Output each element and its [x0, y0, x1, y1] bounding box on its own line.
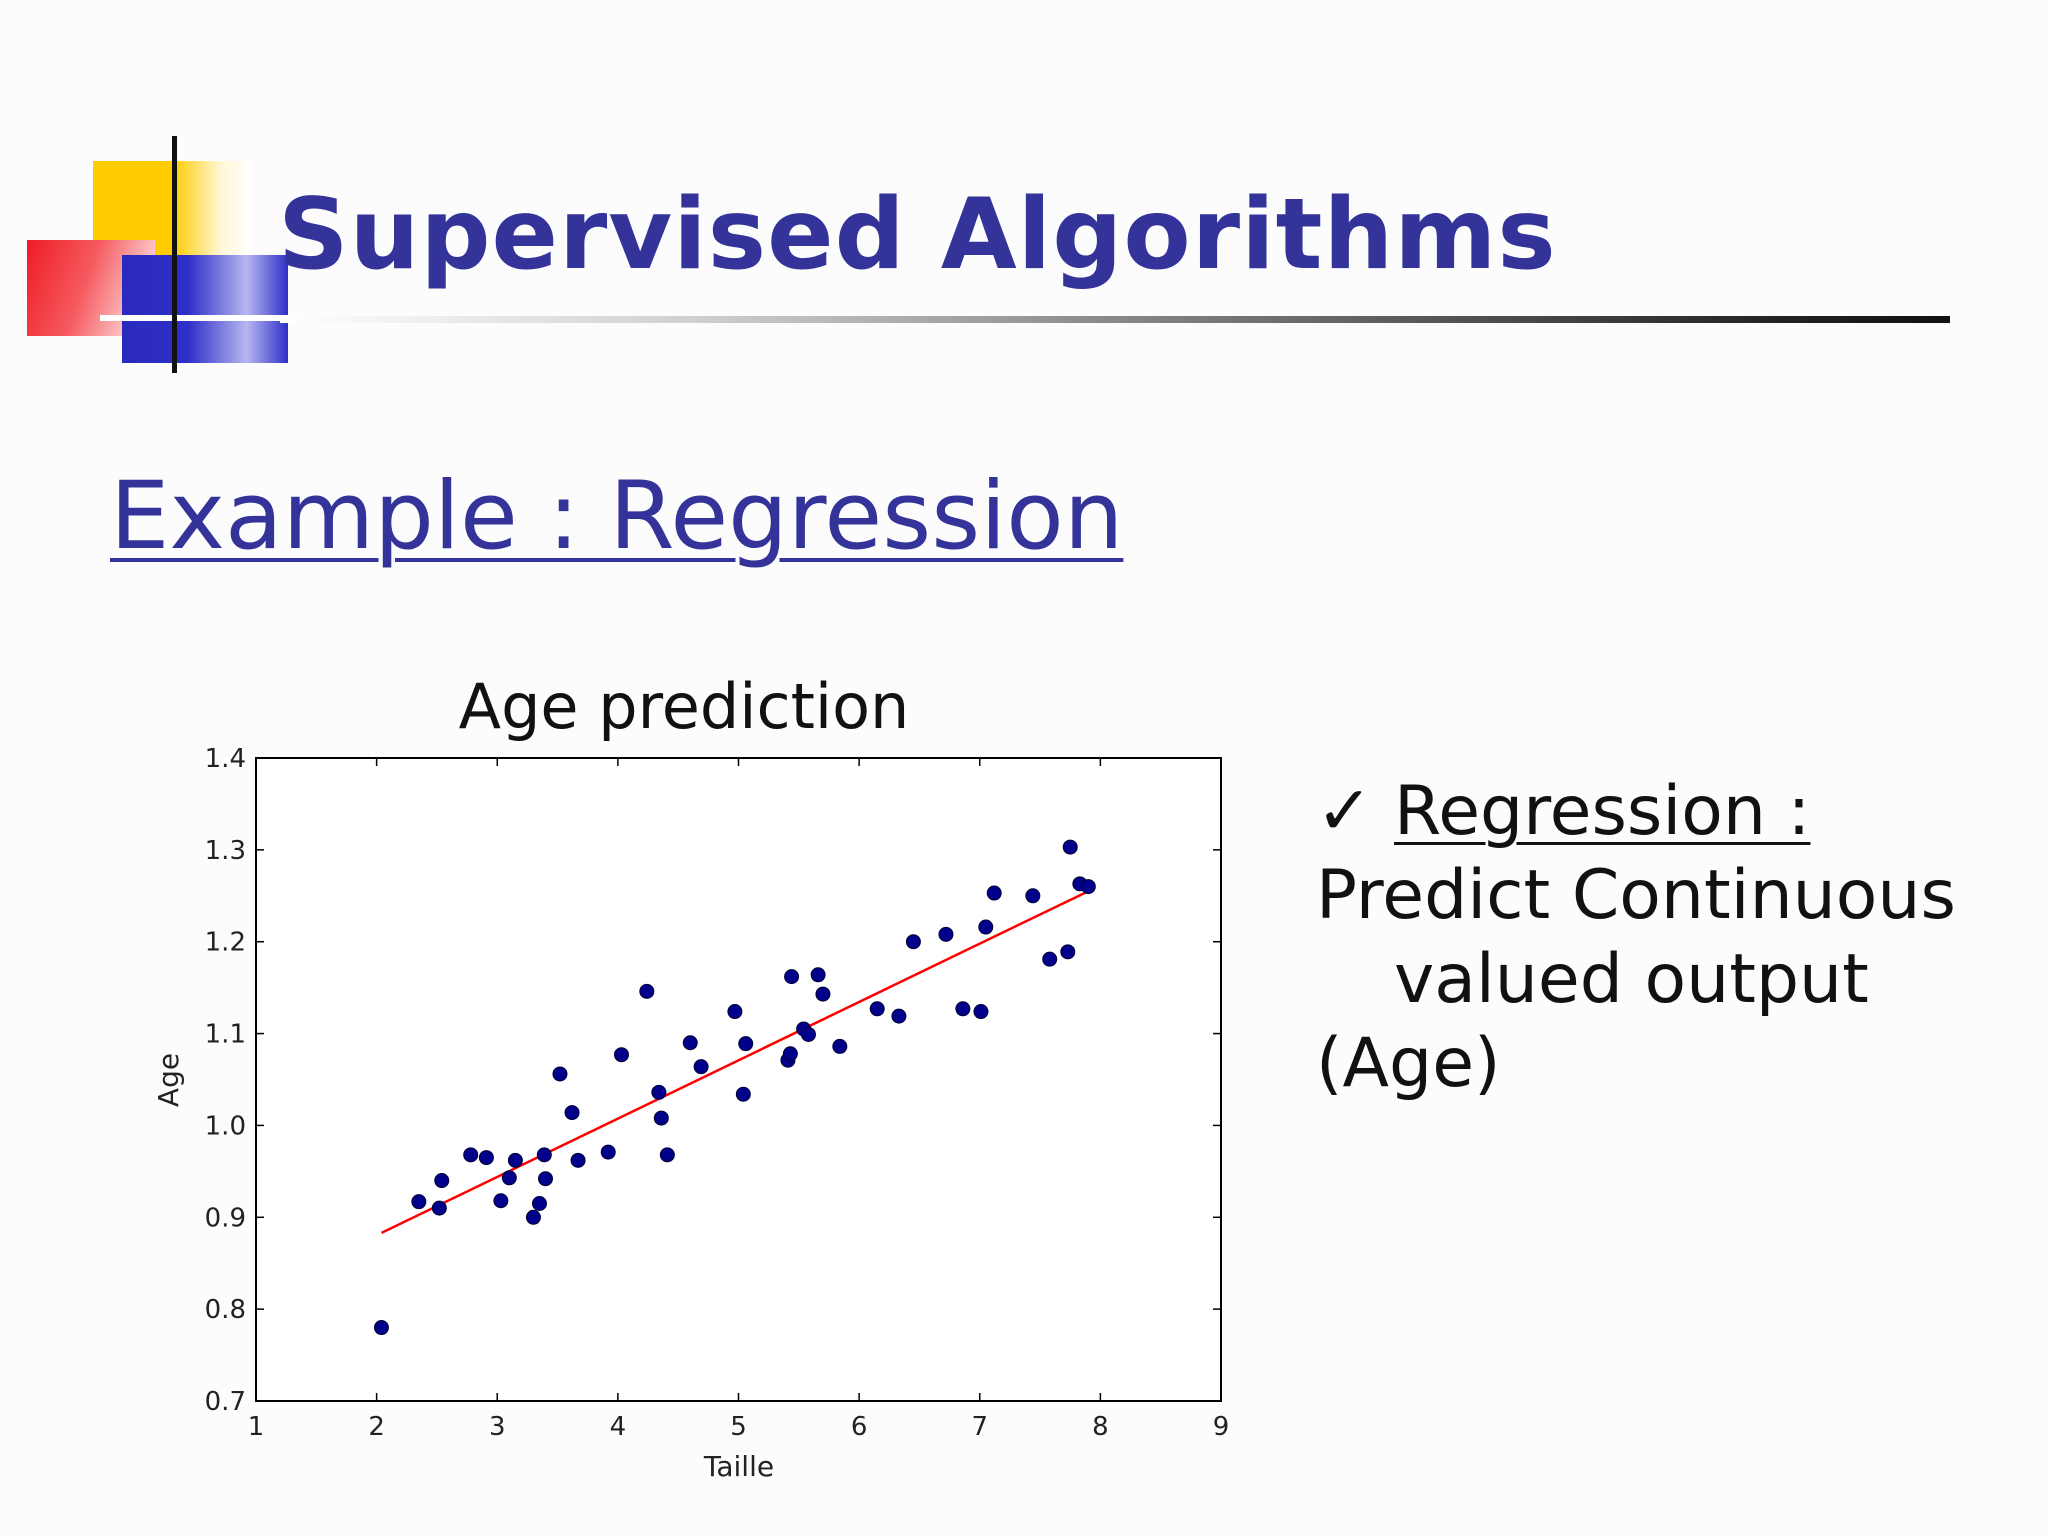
data-point	[891, 1008, 907, 1024]
data-point	[651, 1084, 667, 1100]
x-axis-label: Taille	[703, 1450, 774, 1483]
data-point	[693, 1059, 709, 1075]
x-tick-label: 9	[1213, 1412, 1230, 1442]
data-point	[955, 1001, 971, 1017]
data-point	[463, 1147, 479, 1163]
data-point	[1080, 879, 1096, 895]
data-point	[1060, 944, 1076, 960]
checkmark-icon: ✓	[1316, 772, 1373, 851]
x-tick-label: 6	[851, 1412, 868, 1442]
data-point	[832, 1038, 848, 1054]
data-point	[434, 1173, 450, 1189]
data-point	[815, 986, 831, 1002]
bullet-heading: Regression :	[1394, 772, 1811, 851]
data-point	[493, 1193, 509, 1209]
y-tick-label: 0.8	[205, 1295, 246, 1325]
data-point	[973, 1004, 989, 1020]
data-point	[653, 1110, 669, 1126]
x-tick-label: 8	[1092, 1412, 1109, 1442]
title-underline-rule	[280, 316, 1950, 323]
x-tick-label: 4	[610, 1412, 627, 1442]
data-point	[1042, 951, 1058, 967]
data-point	[552, 1066, 568, 1082]
data-point	[639, 983, 655, 999]
bullet-text-line-1: Predict Continuous	[1316, 856, 1956, 935]
bullet-text-line-2: valued output	[1394, 940, 1869, 1019]
bullet-heading-line: ✓ Regression :	[1316, 770, 2016, 854]
data-point	[411, 1194, 427, 1210]
data-point	[986, 885, 1002, 901]
y-tick-label: 0.7	[205, 1387, 246, 1417]
data-point	[507, 1152, 523, 1168]
slide-title: Supervised Algorithms	[278, 178, 1557, 292]
data-point	[869, 1001, 885, 1017]
y-axis-label: Age	[152, 1053, 185, 1107]
vertical-line-decoration	[172, 136, 177, 373]
x-tick-label: 5	[730, 1412, 747, 1442]
data-point	[784, 969, 800, 985]
tick-marks	[255, 757, 1222, 1402]
data-point	[682, 1035, 698, 1051]
y-tick-label: 1.1	[205, 1020, 246, 1050]
data-point	[978, 919, 994, 935]
data-point	[478, 1150, 494, 1166]
data-point	[782, 1046, 798, 1062]
regression-line	[380, 890, 1089, 1235]
bullet-text-line-3: (Age)	[1316, 1024, 1501, 1103]
chart-title: Age prediction	[459, 670, 910, 743]
data-point	[659, 1147, 675, 1163]
data-point	[538, 1171, 553, 1187]
data-point	[738, 1036, 754, 1052]
data-point	[810, 967, 826, 983]
y-tick-label: 1.4	[205, 744, 246, 774]
x-tick-label: 3	[489, 1412, 506, 1442]
data-point	[735, 1086, 751, 1102]
section-heading: Example : Regression	[110, 462, 1124, 571]
data-point	[531, 1196, 547, 1212]
y-tick-label: 1.3	[205, 836, 246, 866]
data-point	[501, 1170, 517, 1186]
data-point	[1025, 888, 1041, 904]
tick-labels: 1 2 3 4 5 6 7 8 9 0.7 0.8 0.9 1.0 1.1 1.2 1.3 1.4	[205, 744, 1230, 1442]
data-point	[613, 1047, 629, 1063]
y-tick-label: 1.0	[205, 1111, 246, 1141]
data-point	[1062, 839, 1078, 855]
data-point	[536, 1147, 552, 1163]
bullet-point: ✓ Regression : Predict Continuous valued …	[1316, 770, 2016, 1106]
data-point	[800, 1026, 816, 1042]
data-point	[727, 1004, 743, 1020]
data-point	[431, 1200, 447, 1216]
data-point	[564, 1105, 580, 1121]
data-point	[373, 1320, 389, 1336]
data-point	[525, 1209, 541, 1225]
plot-frame	[255, 757, 1222, 1402]
y-tick-label: 1.2	[205, 928, 246, 958]
data-point	[570, 1152, 586, 1168]
white-bar-decoration	[100, 315, 300, 321]
y-tick-label: 0.9	[205, 1203, 246, 1233]
x-tick-label: 7	[971, 1412, 988, 1442]
blue-square-decoration	[122, 255, 288, 363]
data-point	[938, 926, 954, 942]
x-tick-label: 2	[368, 1412, 385, 1442]
data-point	[600, 1144, 616, 1160]
x-tick-label: 1	[248, 1412, 265, 1442]
data-points	[373, 839, 1096, 1336]
data-point	[905, 934, 921, 950]
